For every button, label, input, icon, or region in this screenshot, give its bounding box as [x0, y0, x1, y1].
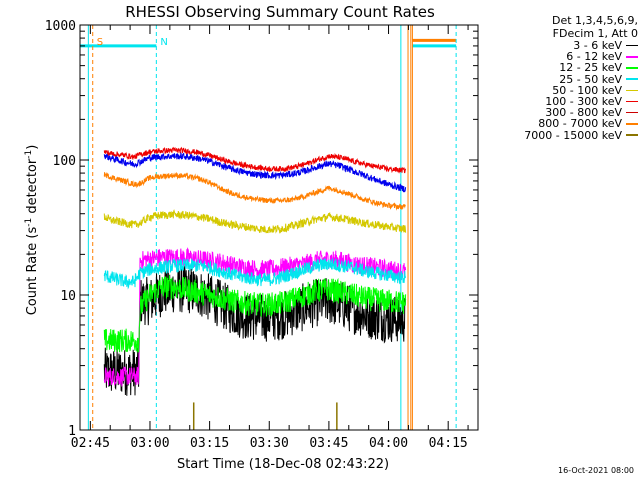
x-tick-label-3: 03:30 [250, 436, 289, 451]
legend-swatch [626, 56, 638, 58]
x-tick-label-2: 03:15 [190, 436, 229, 451]
legend-swatch [626, 111, 638, 114]
legend-label: 800 - 7000 keV [538, 117, 622, 131]
legend-label: 300 - 800 keV [545, 106, 622, 120]
series-line-3 [103, 258, 407, 290]
legend-entry: 12 - 25 keV [478, 61, 638, 75]
series-line-6 [103, 146, 407, 174]
legend-entry: 50 - 100 keV [478, 83, 638, 97]
y-tick-label-0: 1 [68, 424, 76, 439]
legend-entries: 3 - 6 keV 6 - 12 keV 12 - 25 keV 25 - 50 ke… [478, 39, 638, 142]
plot-area: S N 1 10 100 1000 02:45 03:00 03:15 03:30 03:45 04:… [45, 19, 479, 451]
legend-header-line1: Det 1,3,4,5,6,9, [551, 14, 638, 27]
legend-label: 7000 - 15000 keV [524, 128, 622, 142]
legend-swatch [626, 89, 638, 92]
series-line-7 [103, 171, 406, 211]
legend-header-line2: FDecim 1, Att 0 [552, 27, 638, 40]
x-tick-label-1: 03:00 [130, 436, 169, 451]
marker-label-1: S [97, 37, 103, 48]
legend-label: 100 - 300 keV [545, 95, 622, 109]
legend-swatch [626, 44, 638, 47]
x-tick-label-5: 04:00 [369, 436, 408, 451]
legend-entry: 6 - 12 keV [478, 50, 638, 64]
legend-entry: 3 - 6 keV [478, 39, 638, 53]
x-axis-label: Start Time (18-Dec-08 02:43:22) [177, 457, 389, 472]
legend-swatch [626, 123, 638, 125]
x-tick-label-6: 04:15 [429, 436, 468, 451]
chart-title: RHESSI Observing Summary Count Rates [125, 3, 435, 21]
generation-timestamp: 16-Oct-2021 08:00 [558, 466, 634, 475]
legend-entry: 25 - 50 keV [478, 72, 638, 86]
legend-entry: 300 - 800 keV [478, 106, 638, 120]
legend-label: 6 - 12 keV [566, 50, 622, 64]
legend-swatch [626, 67, 638, 69]
legend-swatch [626, 100, 638, 103]
legend-entry: 100 - 300 keV [478, 95, 638, 109]
legend-swatch [626, 134, 638, 136]
legend-label: 25 - 50 keV [559, 72, 622, 86]
series-line-2 [103, 275, 407, 353]
y-axis-label: Count Rate (s-1 detector-1) [24, 145, 40, 316]
y-tick-label-2: 100 [53, 154, 76, 169]
x-tick-label-4: 03:45 [309, 436, 348, 451]
y-tick-label-3: 1000 [45, 19, 76, 34]
series-line-0 [103, 265, 407, 396]
legend-entry: 800 - 7000 keV [478, 117, 638, 131]
x-tick-label-0: 02:45 [71, 436, 110, 451]
marker-label-2: N [160, 37, 167, 48]
plot-frame [79, 24, 479, 431]
series-line-5 [103, 151, 407, 193]
legend-label: 3 - 6 keV [573, 39, 622, 53]
legend-label: 50 - 100 keV [552, 83, 622, 97]
legend: Det 1,3,4,5,6,9, FDecim 1, Att 0 3 - 6 k… [478, 14, 638, 142]
series-line-4 [103, 209, 407, 234]
legend-swatch [626, 78, 638, 80]
y-tick-label-1: 10 [60, 289, 76, 304]
legend-entry: 7000 - 15000 keV [478, 128, 638, 142]
legend-label: 12 - 25 keV [559, 61, 622, 75]
